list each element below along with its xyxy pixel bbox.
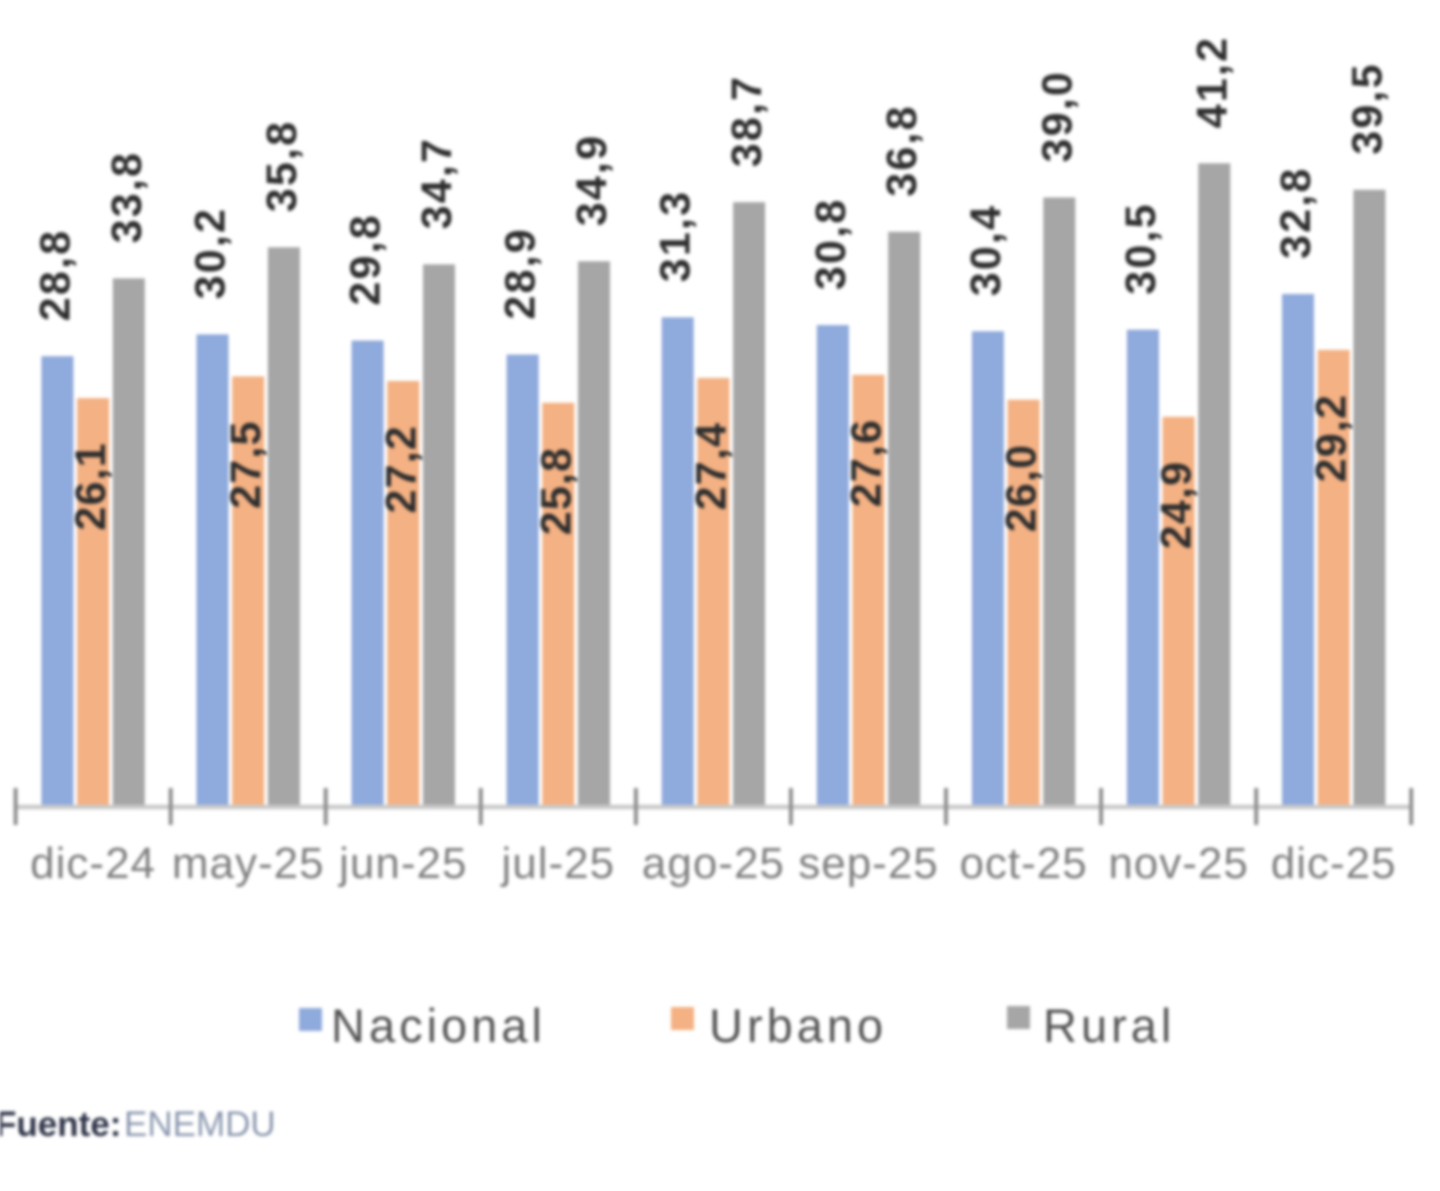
svg-text:may-25: may-25	[172, 839, 325, 888]
svg-text:27,5: 27,5	[222, 420, 270, 509]
svg-text:Rural: Rural	[1043, 999, 1175, 1052]
svg-text:39,0: 39,0	[1033, 70, 1081, 163]
svg-text:32,8: 32,8	[1272, 167, 1320, 260]
svg-text:Urbano: Urbano	[709, 999, 887, 1052]
svg-text:Nacional: Nacional	[331, 999, 546, 1052]
svg-text:34,7: 34,7	[413, 137, 461, 230]
svg-text:dic-25: dic-25	[1271, 839, 1397, 888]
svg-text:30,8: 30,8	[807, 198, 855, 291]
svg-text:28,9: 28,9	[497, 227, 545, 320]
svg-text:27,4: 27,4	[687, 422, 735, 511]
svg-text:36,8: 36,8	[878, 104, 926, 197]
svg-text:41,2: 41,2	[1188, 36, 1236, 129]
svg-text:34,9: 34,9	[568, 134, 616, 227]
svg-text:jun-25: jun-25	[337, 839, 467, 888]
svg-text:31,3: 31,3	[652, 190, 700, 283]
svg-text:sep-25: sep-25	[798, 839, 939, 888]
svg-text:Fuente:: Fuente:	[0, 1105, 121, 1144]
svg-text:28,8: 28,8	[31, 229, 79, 322]
svg-text:27,6: 27,6	[843, 419, 891, 508]
svg-text:26,1: 26,1	[67, 442, 115, 530]
svg-text:27,2: 27,2	[377, 425, 425, 514]
svg-text:nov-25: nov-25	[1108, 839, 1249, 888]
svg-text:ENEMDU: ENEMDU	[124, 1105, 276, 1144]
svg-text:oct-25: oct-25	[959, 839, 1087, 888]
svg-text:30,2: 30,2	[187, 207, 235, 300]
svg-text:29,2: 29,2	[1308, 394, 1356, 483]
svg-text:26,0: 26,0	[998, 444, 1046, 533]
svg-text:29,8: 29,8	[342, 213, 390, 306]
svg-text:39,5: 39,5	[1343, 62, 1391, 155]
svg-text:dic-24: dic-24	[30, 839, 156, 888]
svg-text:jul-25: jul-25	[499, 839, 615, 888]
svg-text:ago-25: ago-25	[642, 839, 785, 888]
svg-text:35,8: 35,8	[258, 120, 306, 213]
svg-text:38,7: 38,7	[723, 75, 771, 168]
svg-text:33,8: 33,8	[103, 151, 151, 244]
svg-text:24,9: 24,9	[1153, 461, 1201, 550]
svg-text:25,8: 25,8	[532, 447, 580, 536]
svg-text:30,5: 30,5	[1117, 202, 1165, 295]
svg-text:30,4: 30,4	[962, 204, 1010, 297]
